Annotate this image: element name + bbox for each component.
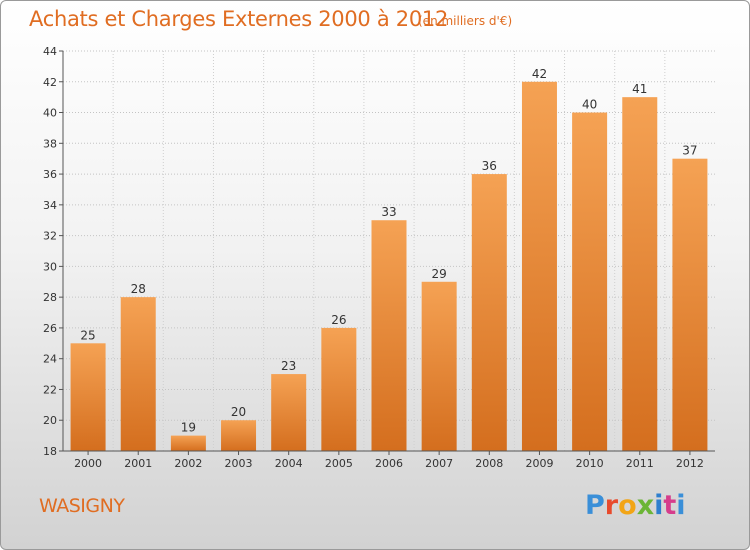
x-tick-label: 2006	[375, 457, 403, 470]
bar	[120, 297, 156, 451]
bar	[471, 174, 507, 452]
y-tick-label: 38	[43, 137, 57, 150]
y-tick-label: 20	[43, 414, 57, 427]
chart-title: Achats et Charges Externes 2000 à 2012	[29, 7, 449, 31]
bar-value-label: 25	[80, 328, 95, 342]
y-tick-label: 36	[43, 168, 57, 181]
bar-value-label: 29	[432, 267, 447, 281]
bar	[421, 281, 457, 451]
bar-value-label: 26	[331, 313, 346, 327]
x-tick-label: 2010	[576, 457, 604, 470]
bar	[572, 112, 608, 452]
x-tick-label: 2001	[124, 457, 152, 470]
x-tick-label: 2011	[626, 457, 654, 470]
x-tick-label: 2005	[325, 457, 353, 470]
bar-value-label: 20	[231, 405, 246, 419]
commune-name: WASIGNY	[39, 495, 125, 517]
bar-value-label: 19	[181, 421, 196, 435]
y-tick-label: 44	[43, 45, 57, 58]
y-tick-label: 18	[43, 445, 57, 458]
bar	[271, 374, 307, 451]
bar-value-label: 36	[482, 159, 497, 173]
bar	[221, 420, 257, 451]
bar-value-label: 41	[632, 82, 647, 96]
bar-value-label: 28	[131, 282, 146, 296]
y-tick-label: 32	[43, 230, 57, 243]
chart-unit: (en milliers d'€)	[418, 14, 513, 28]
y-tick-label: 42	[43, 76, 57, 89]
x-tick-label: 2004	[275, 457, 303, 470]
bar	[622, 97, 658, 452]
bar	[321, 327, 357, 451]
x-tick-label: 2009	[525, 457, 553, 470]
y-tick-label: 34	[43, 199, 57, 212]
proxiti-logo: Proxiti	[585, 490, 686, 521]
bar-value-label: 23	[281, 359, 296, 373]
bar-value-label: 33	[381, 205, 396, 219]
bar-value-label: 42	[532, 67, 547, 81]
bar	[371, 220, 407, 451]
y-tick-label: 26	[43, 322, 57, 335]
bar	[672, 158, 708, 451]
bar	[521, 81, 557, 452]
x-tick-label: 2007	[425, 457, 453, 470]
x-tick-label: 2012	[676, 457, 704, 470]
x-tick-label: 2008	[475, 457, 503, 470]
y-tick-label: 30	[43, 260, 57, 273]
x-tick-label: 2002	[174, 457, 202, 470]
y-tick-label: 28	[43, 291, 57, 304]
bar	[170, 435, 206, 451]
bar-value-label: 37	[682, 144, 697, 158]
y-tick-label: 22	[43, 383, 57, 396]
x-tick-label: 2000	[74, 457, 102, 470]
x-tick-label: 2003	[225, 457, 253, 470]
y-tick-label: 24	[43, 353, 57, 366]
bar-value-label: 40	[582, 98, 597, 112]
bar	[70, 343, 106, 451]
y-tick-label: 40	[43, 107, 57, 120]
